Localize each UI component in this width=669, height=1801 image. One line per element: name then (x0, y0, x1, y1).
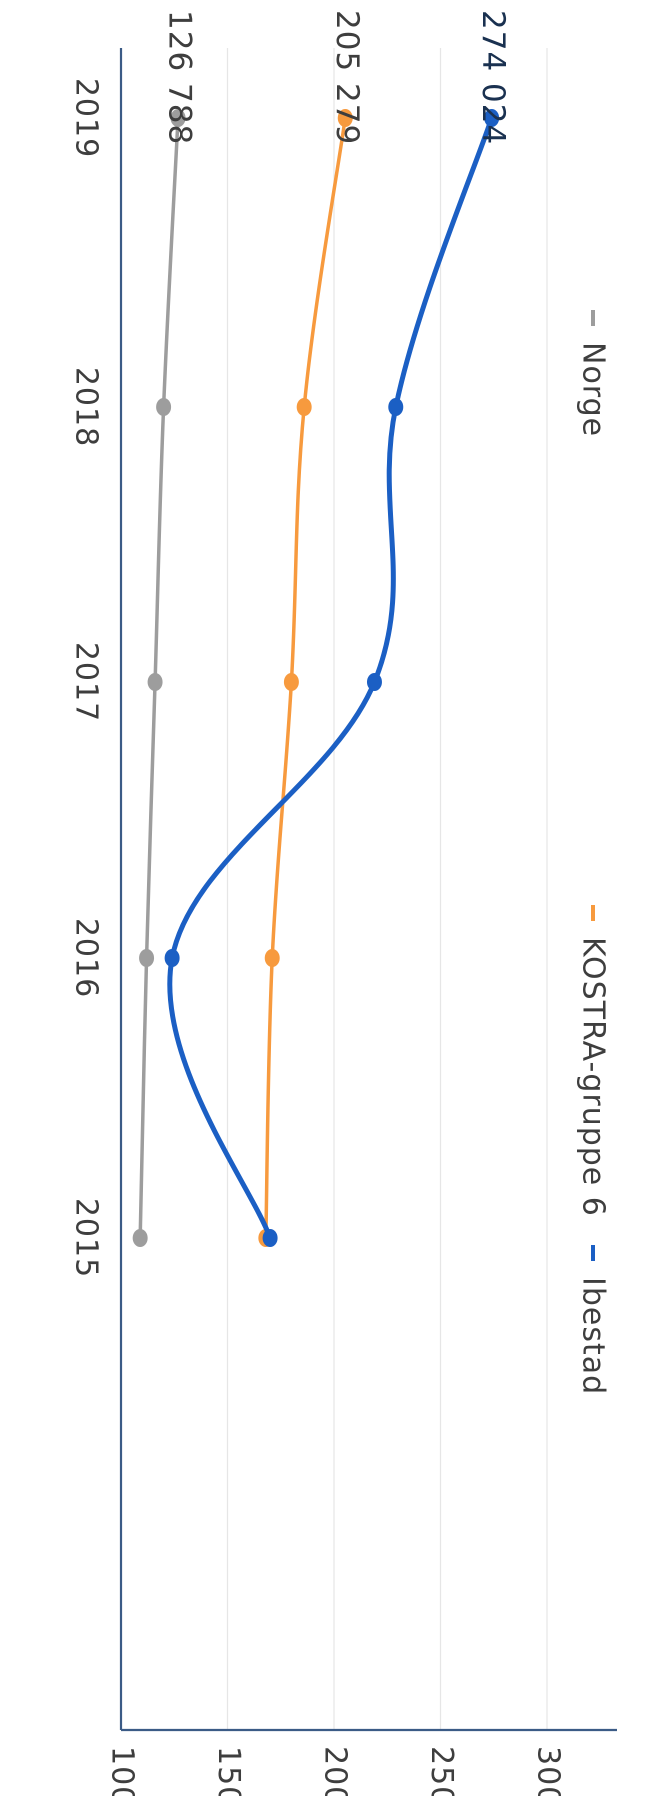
series-norge (132, 109, 186, 1247)
y-tick-label: 250 000 (424, 1746, 459, 1796)
data-point[interactable] (388, 398, 404, 416)
data-point[interactable] (296, 398, 312, 416)
series-lines (132, 109, 500, 1247)
end-value-label: 126 788 (162, 10, 198, 145)
data-point[interactable] (147, 673, 163, 691)
legend: Ibestad KOSTRA-gruppe 6 Norge (576, 310, 611, 1395)
x-tick-label: 2016 (69, 918, 104, 998)
series-line (167, 115, 495, 1241)
data-point[interactable] (164, 949, 180, 967)
data-point[interactable] (366, 673, 382, 691)
legend-item[interactable]: KOSTRA-gruppe 6 (576, 905, 611, 1217)
axes (119, 48, 617, 1732)
labels: 100 000 150 000 200 000 250 000 300 000 2015 2… (69, 10, 566, 1801)
data-point[interactable] (484, 109, 500, 127)
data-point[interactable] (283, 673, 299, 691)
x-tick-label: 2019 (69, 78, 104, 158)
series-ibestad (164, 109, 500, 1247)
grid (226, 48, 548, 1730)
legend-label: Norge (576, 342, 611, 437)
series-line (264, 116, 347, 1240)
y-tick-label: 300 000 (531, 1746, 566, 1796)
legend-item[interactable]: Norge (576, 310, 611, 437)
x-tick-label: 2017 (69, 642, 104, 722)
x-tick-label: 2015 (69, 1198, 104, 1278)
y-tick-label: 150 000 (211, 1746, 246, 1796)
x-tick-label: 2018 (69, 367, 104, 447)
series-kostra-gruppe-6 (258, 109, 353, 1247)
data-point[interactable] (170, 109, 186, 127)
data-point[interactable] (156, 398, 172, 416)
y-tick-label: 100 000 (105, 1746, 140, 1796)
data-point[interactable] (337, 109, 353, 127)
y-tick-label: 200 000 (318, 1746, 353, 1796)
data-point[interactable] (264, 949, 280, 967)
data-point[interactable] (139, 949, 155, 967)
data-point[interactable] (262, 1229, 278, 1247)
legend-item[interactable]: Ibestad (576, 1245, 611, 1395)
end-value-label: 205 279 (329, 10, 365, 145)
legend-label: KOSTRA-gruppe 6 (576, 937, 611, 1217)
data-point[interactable] (132, 1229, 148, 1247)
legend-label: Ibestad (576, 1277, 611, 1395)
end-value-label: 274 024 (475, 10, 511, 145)
